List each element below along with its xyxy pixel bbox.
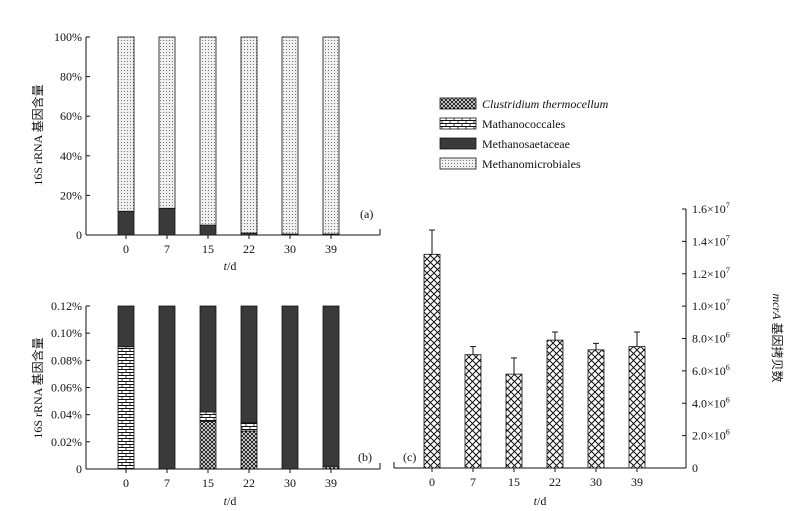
panel-b-label: (b) — [358, 450, 372, 464]
y-tick-label: 0.06% — [51, 381, 82, 395]
bar-segment-mathanococcales — [117, 346, 135, 470]
y-tick-label: 4.0×106 — [692, 395, 730, 410]
x-tick-label: 39 — [325, 476, 337, 490]
panel-a: 0 20% 40% 60% 80% 100% 0 7 15 22 30 39 (a) t/d 16S … — [30, 30, 381, 273]
y-tick-label: 60% — [60, 109, 82, 123]
x-tick-label: 30 — [590, 475, 602, 489]
bar-segment-clustridium-thermocellum — [322, 465, 340, 470]
y-tick-label: 1.2×107 — [692, 266, 730, 281]
bar-segment-methanosaetaceae — [158, 305, 176, 470]
y-tick-label: 6.0×106 — [692, 363, 730, 378]
panel-a-ylabel: 16S rRNA 基因含量 — [30, 84, 45, 185]
bar-segment-methanosaetaceae — [281, 305, 299, 470]
legend: Clustridium thermocellum Mathanococcales M… — [439, 97, 609, 171]
bar-segment-clustridium-thermocellum — [240, 430, 258, 470]
panel-c-bars — [423, 229, 646, 469]
x-tick-label: 0 — [123, 242, 129, 256]
x-tick-label: 15 — [202, 476, 214, 490]
bar-segment-methanosaetaceae — [158, 207, 176, 236]
panel-b: 0 0.02% 0.04% 0.06% 0.08% 0.10% 0.12% 0 7 15 22 30 3… — [30, 299, 381, 508]
legend-swatch — [439, 117, 477, 130]
x-tick-label: 7 — [164, 242, 170, 256]
x-tick-label: 0 — [123, 476, 129, 490]
x-tick-label: 7 — [470, 475, 476, 489]
legend-label: Methanosaetaceae — [482, 137, 570, 151]
x-tick-label: 22 — [243, 476, 255, 490]
y-tick-label: 1.6×107 — [692, 201, 730, 216]
panel-c-axes: 0 2.0×106 4.0×106 6.0×106 8.0×106 1.0×107 1.2×… — [393, 201, 730, 489]
legend-swatch — [439, 97, 477, 110]
bar-segment-methanomicrobiales — [199, 36, 217, 226]
y-tick-label: 1.4×107 — [692, 233, 730, 248]
legend-swatch — [439, 157, 477, 170]
y-tick-label: 1.0×107 — [692, 298, 730, 313]
y-tick-label: 8.0×106 — [692, 331, 730, 346]
legend-label: Methanomicrobiales — [482, 157, 581, 171]
legend-swatch — [439, 137, 477, 150]
y-tick-label: 40% — [60, 149, 82, 163]
panel-a-xlabel: t/d — [224, 259, 237, 273]
legend-label: Mathanococcales — [482, 117, 566, 131]
panel-c: 0 2.0×106 4.0×106 6.0×106 8.0×106 1.0×107 1.2×… — [393, 201, 785, 508]
x-tick-label: 39 — [631, 475, 643, 489]
y-tick-label: 0.10% — [51, 326, 82, 340]
bar-segment-mathanococcales — [199, 411, 217, 422]
bar-segment-methanosaetaceae — [240, 305, 258, 424]
bar-segment-methanomicrobiales — [322, 36, 340, 235]
panel-a-label: (a) — [360, 207, 373, 221]
panel-c-ylabel: mcrA 基因拷贝数 — [770, 293, 785, 382]
y-tick-label: 100% — [54, 30, 82, 44]
bar — [546, 339, 564, 469]
x-tick-label: 30 — [284, 476, 296, 490]
x-tick-label: 22 — [549, 475, 561, 489]
panel-a-bars — [117, 36, 340, 236]
panel-b-xlabel: t/d — [224, 494, 237, 508]
bar-segment-methanomicrobiales — [281, 36, 299, 235]
bar-segment-methanosaetaceae — [199, 224, 217, 236]
panel-c-xlabel: t/d — [534, 494, 547, 508]
y-tick-label: 20% — [60, 188, 82, 202]
bar-segment-methanomicrobiales — [240, 36, 258, 234]
bar-segment-methanosaetaceae — [199, 305, 217, 413]
y-tick-label: 80% — [60, 70, 82, 84]
y-tick-label: 0.08% — [51, 353, 82, 367]
y-tick-label: 0 — [76, 462, 82, 476]
bar-segment-methanomicrobiales — [117, 36, 135, 212]
panel-b-ylabel: 16S rRNA 基因含量 — [30, 337, 45, 438]
y-tick-label: 0 — [76, 228, 82, 242]
x-tick-label: 15 — [508, 475, 520, 489]
legend-label: Clustridium thermocellum — [482, 97, 609, 111]
panel-b-bars — [117, 305, 340, 470]
bar-segment-methanosaetaceae — [117, 210, 135, 236]
bar-segment-methanosaetaceae — [322, 305, 340, 467]
panel-c-label: (c) — [403, 450, 416, 464]
y-tick-label: 0.04% — [51, 408, 82, 422]
y-tick-label: 0.12% — [51, 299, 82, 313]
bar — [464, 354, 482, 469]
bar — [423, 253, 441, 469]
bar-segment-methanosaetaceae — [117, 305, 135, 348]
bar — [628, 346, 646, 469]
bar-segment-clustridium-thermocellum — [199, 421, 217, 470]
x-tick-label: 39 — [325, 242, 337, 256]
bar-segment-mathanococcales — [240, 422, 258, 432]
bar — [587, 349, 605, 469]
y-tick-label: 0.02% — [51, 435, 82, 449]
x-tick-label: 0 — [429, 475, 435, 489]
x-tick-label: 15 — [202, 242, 214, 256]
bar-segment-methanomicrobiales — [158, 36, 176, 209]
y-tick-label: 2.0×106 — [692, 428, 730, 443]
y-tick-label: 0 — [692, 461, 698, 475]
panel-a-axes: 0 20% 40% 60% 80% 100% 0 7 15 22 30 39 — [54, 30, 381, 256]
x-tick-label: 7 — [164, 476, 170, 490]
x-tick-label: 22 — [243, 242, 255, 256]
bar — [505, 373, 523, 469]
x-tick-label: 30 — [284, 242, 296, 256]
